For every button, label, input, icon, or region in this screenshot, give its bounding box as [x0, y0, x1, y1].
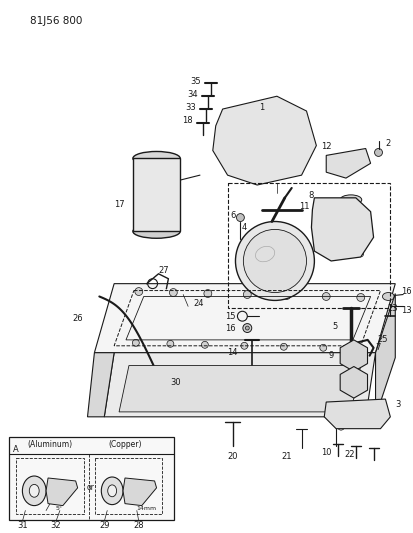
Circle shape	[135, 288, 143, 295]
Circle shape	[333, 215, 353, 235]
Text: 32: 32	[51, 521, 61, 530]
Polygon shape	[326, 149, 370, 178]
Text: 33: 33	[185, 102, 196, 111]
Text: 26: 26	[72, 314, 83, 322]
Circle shape	[243, 324, 252, 333]
Circle shape	[241, 342, 248, 349]
Text: 6: 6	[230, 211, 235, 220]
Circle shape	[245, 326, 249, 330]
Bar	[17, 458, 83, 513]
Text: 29: 29	[99, 521, 109, 530]
Circle shape	[280, 343, 287, 350]
Text: 9: 9	[329, 351, 334, 360]
Ellipse shape	[108, 485, 116, 497]
Text: 16: 16	[401, 287, 412, 296]
Text: 21: 21	[281, 452, 292, 461]
Text: 30: 30	[171, 378, 181, 387]
Circle shape	[169, 288, 177, 296]
Text: 31: 31	[17, 521, 28, 530]
Circle shape	[325, 207, 361, 242]
Text: 3: 3	[395, 400, 401, 409]
Polygon shape	[46, 478, 78, 506]
Polygon shape	[324, 399, 390, 429]
Text: 22: 22	[344, 450, 354, 459]
Polygon shape	[119, 366, 361, 412]
Polygon shape	[340, 340, 368, 372]
Circle shape	[202, 341, 208, 348]
Text: 19: 19	[354, 249, 364, 259]
Ellipse shape	[133, 224, 180, 238]
Ellipse shape	[22, 476, 46, 506]
Ellipse shape	[382, 293, 394, 301]
Circle shape	[320, 344, 327, 351]
Circle shape	[357, 294, 365, 301]
Circle shape	[167, 341, 174, 348]
Text: 20: 20	[227, 452, 238, 461]
Circle shape	[354, 345, 361, 352]
Text: or: or	[87, 483, 95, 492]
Text: 25: 25	[377, 335, 388, 344]
Ellipse shape	[133, 151, 180, 165]
Text: (Copper): (Copper)	[108, 440, 142, 449]
Polygon shape	[88, 353, 114, 417]
Text: 14mm: 14mm	[137, 506, 157, 511]
Circle shape	[243, 229, 306, 293]
Polygon shape	[311, 198, 374, 261]
Text: 23: 23	[387, 304, 398, 313]
Ellipse shape	[29, 484, 39, 497]
Polygon shape	[375, 294, 395, 417]
Circle shape	[347, 375, 361, 389]
Text: 4: 4	[242, 223, 247, 232]
Circle shape	[283, 292, 291, 300]
Ellipse shape	[101, 477, 123, 505]
Text: 14: 14	[227, 348, 237, 357]
Circle shape	[337, 423, 344, 430]
Circle shape	[375, 149, 382, 156]
Polygon shape	[104, 353, 375, 417]
Text: 12: 12	[320, 142, 331, 151]
Circle shape	[237, 214, 244, 222]
Text: 7: 7	[375, 343, 381, 352]
Circle shape	[347, 349, 361, 362]
Circle shape	[346, 163, 352, 168]
Text: 17: 17	[114, 200, 125, 209]
Text: 5°: 5°	[56, 506, 63, 511]
Circle shape	[133, 340, 139, 346]
Circle shape	[204, 289, 212, 297]
Polygon shape	[340, 367, 368, 398]
Circle shape	[342, 158, 356, 172]
Circle shape	[322, 293, 330, 301]
Text: 18: 18	[183, 116, 193, 125]
Text: 10: 10	[320, 448, 331, 457]
Text: 81J56 800: 81J56 800	[30, 17, 83, 26]
Text: 13: 13	[401, 306, 412, 315]
Circle shape	[241, 127, 249, 135]
Text: 34: 34	[188, 90, 198, 99]
Text: 27: 27	[159, 266, 169, 276]
Bar	[95, 458, 162, 513]
Circle shape	[348, 407, 364, 423]
Text: 28: 28	[133, 521, 144, 530]
Circle shape	[235, 222, 314, 301]
Polygon shape	[133, 158, 180, 231]
Text: (Aluminum): (Aluminum)	[27, 440, 73, 449]
Text: 35: 35	[190, 77, 201, 86]
Polygon shape	[95, 284, 395, 353]
Text: 24: 24	[193, 299, 204, 308]
Text: A: A	[12, 445, 18, 454]
Text: 8: 8	[308, 191, 313, 200]
Text: 11: 11	[299, 202, 310, 211]
Text: 5: 5	[333, 321, 338, 330]
Polygon shape	[213, 96, 316, 185]
Ellipse shape	[340, 195, 362, 205]
Text: 2: 2	[385, 139, 391, 148]
Bar	[9, 437, 174, 520]
Text: 16: 16	[225, 324, 235, 333]
Text: 15: 15	[225, 312, 235, 321]
Polygon shape	[123, 478, 157, 506]
Circle shape	[243, 290, 251, 298]
Text: 1: 1	[259, 102, 264, 111]
Circle shape	[237, 123, 253, 139]
